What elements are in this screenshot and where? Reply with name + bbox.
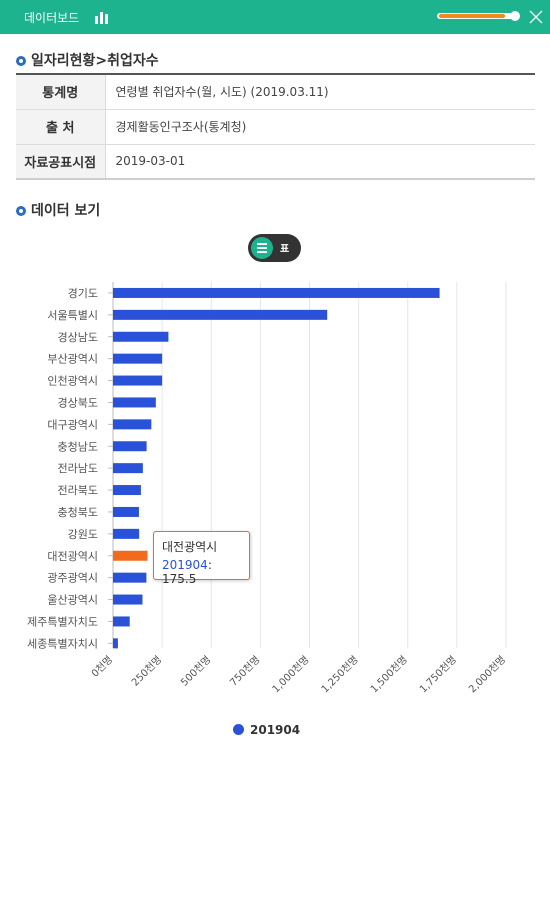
bullet-icon [16,206,26,216]
info-key: 출 처 [16,109,106,145]
y-tick-label: 강원도 [68,528,98,541]
slider-handle[interactable] [510,11,520,21]
info-value: 연령별 취업자수(월, 시도) (2019.03.11) [105,74,535,110]
bar[interactable] [113,485,141,496]
legend-label: 201904 [250,723,301,737]
bullet-icon [16,56,26,66]
bar[interactable] [113,463,143,474]
x-tick-label: 2,000천명 [466,654,508,696]
bar-chart: 경기도서울특별시경상남도부산광역시인천광역시경상북도대구광역시충청남도전라남도전… [27,282,508,696]
bar[interactable] [113,309,328,320]
info-value: 경제활동인구조사(통계청) [105,109,535,145]
y-tick-label: 세종특별자치시 [27,637,98,650]
bar[interactable] [113,594,143,605]
bar[interactable] [113,638,118,649]
close-icon[interactable] [528,9,544,25]
y-tick-label: 경기도 [68,287,98,300]
bar-chart-icon[interactable] [94,10,110,24]
y-tick-label: 경상남도 [58,331,98,344]
bar[interactable] [113,419,152,430]
tooltip-value: : 175.5 [162,558,212,586]
section-title-data-view: 데이터 보기 [16,200,100,220]
bar[interactable] [113,287,440,298]
y-tick-label: 부산광역시 [47,353,98,366]
x-tick-label: 250천명 [129,654,164,689]
y-tick-label: 서울특별시 [47,309,98,322]
table-row: 출 처 경제활동인구조사(통계청) [16,109,535,145]
table-row: 통계명 연령별 취업자수(월, 시도) (2019.03.11) [16,74,535,110]
bar[interactable] [113,506,139,517]
x-tick-label: 750천명 [227,654,262,689]
info-key: 자료공표시점 [16,144,106,180]
y-tick-label: 울산광역시 [47,594,98,607]
bar[interactable] [113,528,140,539]
info-key: 통계명 [16,74,106,110]
tooltip-category: 대전광역시 [162,540,218,554]
slider-fill [439,14,505,18]
bar[interactable] [113,375,163,386]
chart-legend[interactable]: 201904 [233,723,300,737]
header-bar: 데이터보드 [0,0,550,34]
x-tick-label: 1,000천명 [270,654,312,696]
list-icon[interactable] [251,237,273,259]
y-tick-label: 전라북도 [58,484,98,497]
bar[interactable] [113,550,148,561]
y-tick-label: 제주특별자치도 [27,615,98,628]
y-tick-label: 대구광역시 [47,418,98,431]
bar[interactable] [113,353,163,364]
info-table: 통계명 연령별 취업자수(월, 시도) (2019.03.11) 출 처 경제활… [16,73,535,180]
table-row: 자료공표시점 2019-03-01 [16,144,535,180]
x-tick-label: 500천명 [178,654,213,689]
y-tick-label: 경상북도 [58,396,98,409]
bar[interactable] [113,572,147,583]
bar[interactable] [113,441,147,452]
y-tick-label: 대전광역시 [47,550,98,563]
table-view-label[interactable]: 표 [280,244,290,255]
chart-tooltip: 대전광역시 201904: 175.5 [153,531,250,586]
bar[interactable] [113,397,156,408]
y-tick-label: 인천광역시 [47,374,98,388]
y-tick-label: 전라남도 [58,462,98,475]
x-tick-label: 1,750천명 [417,654,459,696]
bar[interactable] [113,616,130,627]
app-title: 데이터보드 [24,11,80,25]
y-tick-label: 충청북도 [58,506,98,519]
view-toggle[interactable]: 표 [248,234,301,262]
info-value: 2019-03-01 [105,144,535,180]
x-tick-label: 1,500천명 [368,654,410,696]
x-tick-label: 0천명 [89,654,115,680]
section-title-employment: 일자리현황>취업자수 [16,50,159,70]
bar[interactable] [113,331,169,342]
opacity-slider[interactable] [437,13,515,19]
legend-marker [233,724,244,735]
y-tick-label: 광주광역시 [47,572,98,585]
y-tick-label: 충청남도 [58,440,98,453]
tooltip-series: 201904 [162,558,208,572]
x-tick-label: 1,250천명 [319,654,361,696]
